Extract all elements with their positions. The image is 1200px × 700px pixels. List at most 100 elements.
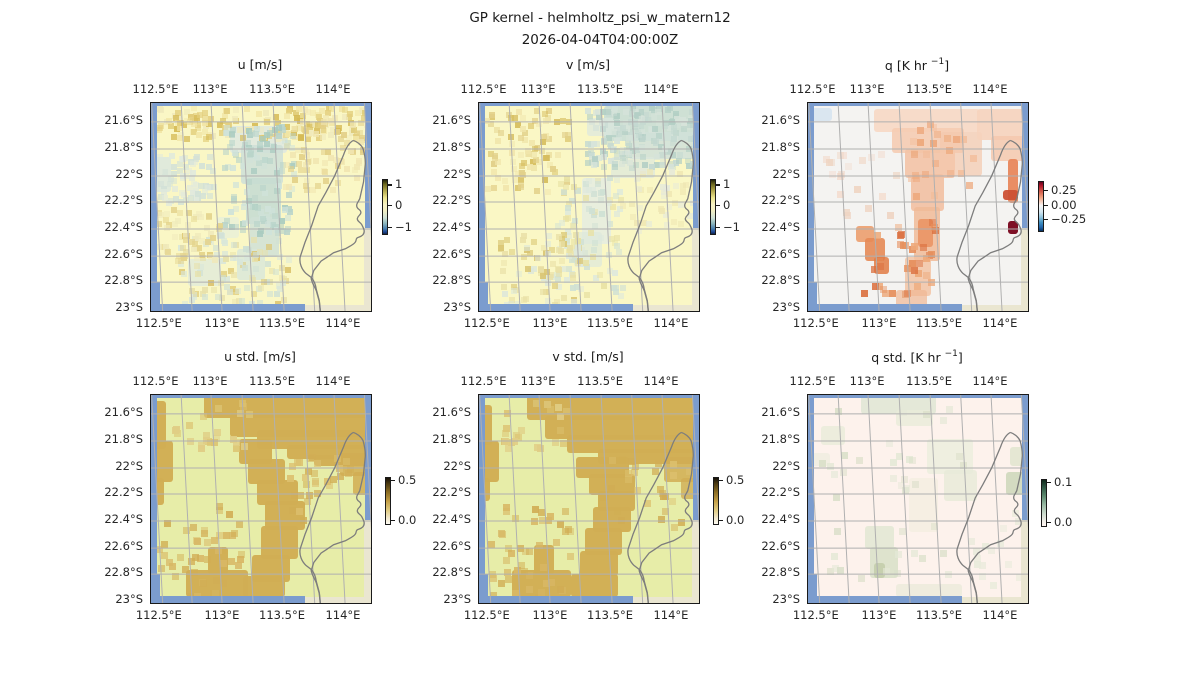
v-speckle: [687, 121, 694, 128]
v-speckle: [581, 250, 588, 257]
q-speckle: [910, 137, 918, 145]
q-speckle: [946, 147, 954, 155]
v-colorbar-tick-2: [716, 226, 720, 228]
q_std-xtick-top-0: 112.5°E: [789, 374, 836, 388]
q_std-speckle: [885, 439, 893, 447]
v-speckle: [622, 157, 629, 164]
v-speckle: [645, 141, 652, 148]
u-speckle: [201, 109, 208, 116]
u-speckle: [223, 149, 230, 155]
v-speckle: [512, 115, 519, 122]
u-speckle: [262, 190, 269, 197]
v_std-speckle: [624, 469, 632, 477]
u-speckle: [251, 167, 258, 174]
q-speckle: [859, 157, 867, 165]
u-speckle: [194, 271, 201, 278]
q-speckle: [960, 136, 968, 144]
u-ytick-4: 22.4°S: [104, 220, 143, 235]
v-speckle: [630, 148, 637, 155]
u-speckle: [284, 142, 291, 149]
v_std-speckle: [525, 548, 533, 556]
u-title-text: u [m/s]: [237, 57, 283, 72]
u-speckle: [294, 114, 301, 121]
v-speckle: [542, 154, 549, 161]
v-speckle: [544, 298, 551, 305]
q_std-speckle: [833, 527, 841, 535]
v-speckle: [530, 158, 537, 165]
v_std-colorbar-label-1: 0.0: [726, 512, 745, 527]
v-edge-land-right: [692, 227, 699, 305]
q-xtick-bottom-1: 113°E: [861, 316, 897, 330]
subplot-q: [807, 102, 1029, 312]
u-speckle: [189, 190, 196, 197]
u-speckle: [158, 211, 165, 218]
v-colorbar-label-1: 0: [723, 197, 731, 212]
v-speckle: [559, 241, 566, 248]
u-speckle: [169, 153, 176, 160]
v-speckle: [629, 214, 636, 221]
v-speckle: [613, 113, 620, 120]
v-speckle: [520, 253, 527, 260]
u-speckle: [205, 163, 212, 170]
q-speckle: [958, 170, 966, 178]
u-speckle: [182, 197, 189, 204]
u-speckle: [246, 156, 253, 163]
v-speckle: [637, 205, 644, 212]
u-speckle: [156, 221, 163, 228]
u_std-speckle: [336, 472, 344, 480]
u-speckle: [164, 210, 171, 217]
q_std-speckle: [831, 553, 839, 561]
v-colorbar-tick-1: [716, 204, 720, 207]
v_std-speckle: [634, 486, 642, 494]
u-speckle: [191, 216, 198, 223]
u-speckle: [316, 113, 323, 120]
u-speckle: [174, 218, 181, 225]
u-speckle: [350, 122, 357, 129]
u-speckle: [218, 280, 225, 287]
u-speckle: [342, 107, 349, 114]
u_std-speckle: [227, 558, 235, 566]
v-speckle: [652, 137, 659, 144]
u_std-speckle: [326, 482, 334, 490]
v-speckle: [491, 154, 498, 161]
q_std-speckle: [901, 475, 909, 483]
u-speckle: [273, 227, 280, 234]
v-speckle: [545, 280, 552, 287]
u-speckle: [195, 131, 202, 138]
u-speckle: [205, 239, 212, 246]
q_std-speckle: [1016, 574, 1024, 582]
u-speckle: [216, 122, 223, 129]
q_std-title-text: q std. [K hr: [871, 350, 945, 365]
q_std-title-superscript: −1: [944, 349, 958, 359]
u_std-speckle: [288, 462, 296, 470]
q-speckle: [889, 290, 897, 298]
u_std-ytick-4: 22.4°S: [104, 512, 143, 527]
q_std-xtick-bottom-1: 113°E: [861, 608, 897, 622]
q-speckle: [923, 271, 931, 279]
v-title-text: v [m/s]: [565, 57, 611, 72]
u-speckle: [283, 112, 290, 119]
q-xtick-top-3: 114°E: [972, 82, 1008, 96]
u-speckle: [217, 232, 224, 239]
q-speckle: [908, 259, 916, 267]
q_std-edge-ocean-bottom: [808, 595, 962, 603]
q-speckle: [902, 242, 910, 250]
u-speckle: [230, 164, 237, 171]
u-ytick-1: 21.8°S: [104, 139, 143, 154]
v-speckle: [611, 106, 618, 113]
q-speckle: [880, 286, 888, 294]
u-speckle: [191, 181, 198, 188]
u_std-speckle: [230, 529, 238, 537]
v-speckle: [605, 200, 612, 207]
q-speckle: [931, 223, 939, 231]
u-speckle: [219, 117, 226, 124]
u-speckle: [251, 194, 258, 201]
u-speckle: [239, 226, 246, 233]
u_std-speckle: [206, 439, 214, 447]
u-speckle: [192, 213, 199, 220]
v-speckle: [546, 233, 553, 240]
v_std-speckle: [547, 578, 555, 586]
q-edge-ocean-left: [808, 103, 814, 311]
q-field-region-0: [812, 108, 833, 121]
